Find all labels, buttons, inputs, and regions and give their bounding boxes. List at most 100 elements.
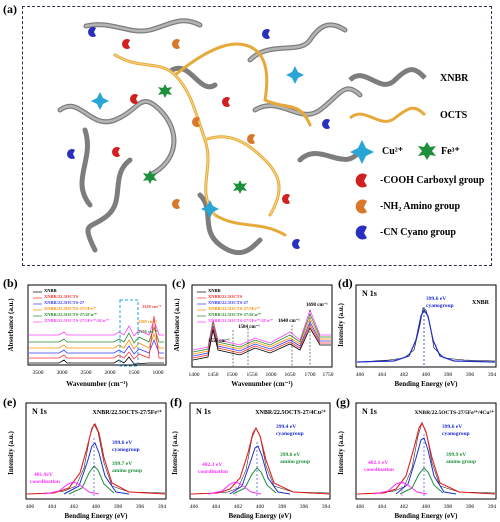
xtick-d: 400 <box>422 372 431 378</box>
legend-carboxyl: -COOH Carboxyl group <box>380 175 485 186</box>
peak-name-f: coordination <box>198 469 228 475</box>
ylabel-f: Intensity (a.u.) <box>171 430 179 474</box>
xlabel-c: Wavenumber (cm⁻¹) <box>231 380 293 388</box>
peak-name-g: coordination <box>364 467 394 473</box>
xtick-b: 3500 <box>33 370 44 376</box>
ftir-full-chart: Absorbance (a.u.) Wavenumber (cm⁻¹) 3500… <box>4 280 170 388</box>
xtick-f: 396 <box>300 504 309 510</box>
peak-name-e: amino group <box>112 468 142 474</box>
xtick-e: 398 <box>114 504 123 510</box>
raw-spectrum-g <box>356 422 496 495</box>
ftir-curves-c <box>192 308 331 361</box>
xps-chart-f: N 1s XNBR/22.5OCTS-27/4Cu²⁺ Intensity (a… <box>168 398 334 520</box>
xlabel-d: Bending Energy (eV) <box>395 380 459 388</box>
peak-name-e: cyanogroup <box>112 447 140 453</box>
peak-label-f: 399.4 eV <box>276 424 296 430</box>
peak-label-e: 399.7 eV <box>112 461 132 467</box>
peak-label-f: 399.6 eV <box>280 452 300 458</box>
xtick-e: 394 <box>158 504 167 510</box>
peak-label-d: 399.6 eV <box>426 296 446 302</box>
peak-label-e: 401.9eV <box>34 472 53 478</box>
fit-cyano-e <box>63 442 130 495</box>
xtick-b: 1500 <box>129 370 140 376</box>
legend-b: XNBR/22.5OCTS <box>44 294 79 299</box>
annot-b: 1109 cm⁻¹ <box>138 319 158 324</box>
title-g: N 1s <box>362 407 377 416</box>
xtick-e: 396 <box>136 504 145 510</box>
fit-cyano-d <box>356 308 496 363</box>
xtick-c: 1600 <box>266 372 277 378</box>
cu-ions <box>91 66 304 218</box>
xtick-f: 400 <box>256 504 265 510</box>
xtick-g: 402 <box>400 504 409 510</box>
xtick-b: 3000 <box>57 370 68 376</box>
xtick-f: 404 <box>212 504 221 510</box>
legend-fe: Fe³⁺ <box>441 146 460 157</box>
xtick-f: 398 <box>278 504 287 510</box>
legend-c: XNBR/22.5OCTS-27 <box>208 300 249 305</box>
panel-label-c: (c) <box>172 276 186 290</box>
legend-amino: -NH₂ Amino group <box>380 201 461 212</box>
xtick-d: 402 <box>400 372 409 378</box>
ylabel-g: Intensity (a.u.) <box>337 430 345 474</box>
peak-label-g: 399.9 eV <box>446 452 466 458</box>
xlabel-f: Bending Energy (eV) <box>229 512 293 520</box>
amino-groups <box>171 39 255 209</box>
envelope-f <box>190 426 330 495</box>
legend-b: XNBR/22.5OCTS-27/5Fe³⁺ <box>44 306 97 311</box>
sample-f: XNBR/22.5OCTS-27/4Cu²⁺ <box>255 409 326 416</box>
panel-label-f: (f) <box>170 395 182 409</box>
legend-c: XNBR/22.5OCTS-27/4Cu²⁺ <box>208 312 262 317</box>
peak-name-g: amino group <box>446 459 476 465</box>
legend-b: XNBR/22.5OCTS-27 <box>44 300 85 305</box>
legend-octs: OCTS <box>440 110 468 121</box>
peak-label-f: 402.3 eV <box>202 462 222 468</box>
legend-b: XNBR <box>44 288 58 293</box>
xtick-f: 402 <box>234 504 243 510</box>
xps-chart-g: N 1s XNBR/22.5OCTS-27/5Fe³⁺/4Cu²⁺ Intens… <box>334 398 500 520</box>
xlabel-b: Wavenumber (cm⁻¹) <box>66 380 128 388</box>
sample-g: XNBR/22.5OCTS-27/5Fe³⁺/4Cu²⁺ <box>414 409 494 416</box>
ylabel-d: Intensity (a.u.) <box>337 302 345 346</box>
xlabel-g: Bending Energy (eV) <box>395 512 459 520</box>
annot-b: 1176 cm⁻¹ <box>138 329 158 334</box>
xtick-c: 1750 <box>323 372 334 378</box>
xtick-d: 404 <box>378 372 387 378</box>
peak-label-g: 402.1 eV <box>368 460 388 466</box>
legend-xnbr: XNBR <box>440 73 469 84</box>
ftir-zoom-chart: Absorbance (a.u.) Wavenumber (cm⁻¹) 1400… <box>170 280 336 388</box>
panel-label-a: (a) <box>3 2 17 16</box>
fit-cyano-f <box>229 445 291 495</box>
ylabel-c: Absorbance (a.u.) <box>173 298 181 352</box>
xlabel-e: Bending Energy (eV) <box>65 512 129 520</box>
fe-legend-icon <box>418 142 436 160</box>
sample-d: XNBR <box>472 300 490 306</box>
ftir-curves-b <box>29 315 164 365</box>
ylabel-b: Absorbance (a.u.) <box>7 298 15 352</box>
legend-c: XNBR/22.5OCTS-27/5Fe³⁺/4Cu²⁺ <box>208 318 274 323</box>
peak-name-g: cyanogroup <box>442 431 470 437</box>
annot-c: 1551 cm⁻¹ <box>208 338 230 344</box>
legend-cyano: -CN Cyano group <box>380 227 456 238</box>
xtick-e: 402 <box>70 504 79 510</box>
xtick-g: 398 <box>444 504 453 510</box>
envelope-e <box>26 422 166 495</box>
xtick-g: 396 <box>466 504 475 510</box>
xtick-e: 406 <box>26 504 35 510</box>
peak-name-f: cyanogroup <box>276 431 304 437</box>
raw-spectrum-f <box>190 427 330 495</box>
xtick-f: 406 <box>190 504 199 510</box>
annot-c: 1698 cm⁻¹ <box>306 302 328 308</box>
panel-label-e: (e) <box>3 395 17 409</box>
xtick-d: 394 <box>488 372 497 378</box>
cyano-legend-icon <box>355 225 367 240</box>
xtick-b: 2000 <box>105 370 116 376</box>
peak-name-f: amino group <box>280 459 310 465</box>
xnbr-legend-icon <box>348 67 427 87</box>
xtick-e: 404 <box>48 504 57 510</box>
legend-cu: Cu²⁺ <box>382 146 404 157</box>
cu-legend-icon <box>350 140 374 164</box>
fe-ions <box>143 84 247 194</box>
xtick-d: 398 <box>444 372 453 378</box>
xtick-b: 2500 <box>81 370 92 376</box>
